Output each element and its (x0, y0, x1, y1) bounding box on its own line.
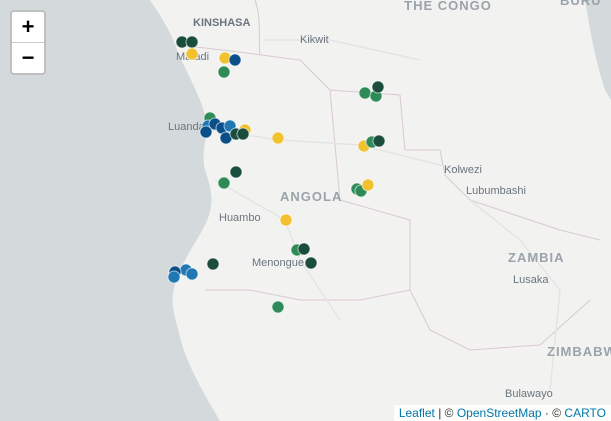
marker[interactable] (371, 80, 385, 94)
marker[interactable] (229, 165, 243, 179)
country-label: ANGOLA (280, 189, 342, 204)
country-label: THE CONGO (404, 0, 492, 13)
marker[interactable] (217, 65, 231, 79)
marker[interactable] (206, 257, 220, 271)
city-label: Lusaka (513, 274, 549, 286)
city-label: Kikwit (300, 34, 329, 46)
marker[interactable] (217, 176, 231, 190)
leaflet-link[interactable]: Leaflet (398, 406, 435, 420)
attribution-text: · © (544, 406, 562, 420)
attribution-text: | © (438, 406, 454, 420)
marker[interactable] (199, 125, 213, 139)
lake (585, 0, 611, 100)
marker[interactable] (279, 213, 293, 227)
carto-link[interactable]: CARTO (564, 406, 606, 420)
marker[interactable] (271, 131, 285, 145)
city-label: Menongue (252, 257, 304, 269)
country-label: ZIMBABW (547, 344, 611, 359)
roads (209, 39, 561, 391)
marker[interactable] (185, 267, 199, 281)
marker[interactable] (358, 86, 372, 100)
marker[interactable] (304, 256, 318, 270)
marker[interactable] (361, 178, 375, 192)
marker[interactable] (185, 47, 199, 61)
osm-link[interactable]: OpenStreetMap (456, 406, 542, 420)
marker[interactable] (372, 134, 386, 148)
marker[interactable] (167, 270, 181, 284)
marker[interactable] (297, 242, 311, 256)
attribution: Leaflet | © OpenStreetMap · © CARTO (393, 405, 611, 421)
zoom-control: + − (10, 10, 46, 75)
country-label: BURU (560, 0, 602, 8)
country-label: ZAMBIA (508, 250, 565, 265)
marker[interactable] (228, 53, 242, 67)
city-label: KINSHASA (193, 17, 251, 29)
city-label: Lubumbashi (466, 185, 526, 197)
zoom-out[interactable]: − (12, 42, 44, 73)
city-label: Bulawayo (505, 388, 553, 400)
city-label: Luanda (168, 121, 206, 133)
markers (167, 35, 386, 314)
city-label: Huambo (219, 212, 261, 224)
marker[interactable] (185, 35, 199, 49)
sea (0, 0, 220, 421)
zoom-in[interactable]: + (21, 14, 35, 39)
city-label: Kolwezi (444, 164, 482, 176)
marker[interactable] (271, 300, 285, 314)
marker[interactable] (236, 127, 250, 141)
